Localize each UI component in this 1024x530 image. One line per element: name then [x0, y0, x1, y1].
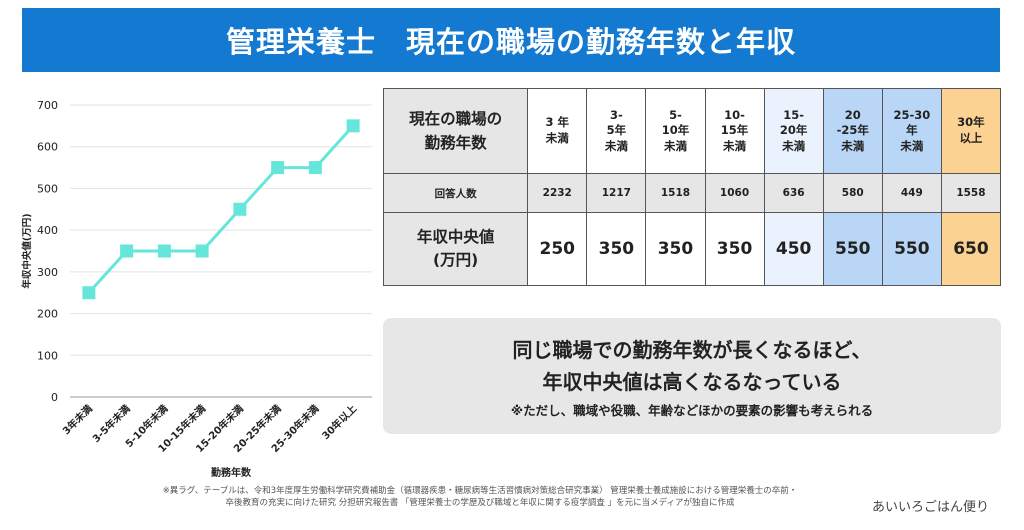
source-note: ※異ラグ、テーブルは、令和3年度厚生労働科学研究費補助金（循環器疾患・糖尿病等生…	[100, 485, 860, 510]
count-cell: 1217	[586, 173, 647, 213]
count-cell: 636	[763, 173, 824, 213]
data-table: 現在の職場の勤務年数 3 年未満 3- 5年 未満 5- 10年 未満 10- 15年 未満…	[382, 88, 1002, 286]
data-point	[82, 286, 96, 300]
count-cell: 1558	[940, 173, 1002, 213]
median-cell: 250	[527, 212, 588, 286]
col-header: 30年 以上	[940, 88, 1002, 174]
data-point	[271, 161, 285, 175]
count-cell: 580	[822, 173, 883, 213]
y-tick-label: 200	[37, 308, 58, 321]
y-tick-label: 700	[37, 99, 58, 112]
x-tick-label: 30年以上	[319, 402, 359, 442]
col-header: 3 年未満	[527, 88, 588, 174]
median-cell: 350	[586, 212, 647, 286]
count-label: 回答人数	[382, 173, 529, 213]
count-cell: 1060	[704, 173, 765, 213]
y-tick-label: 100	[37, 349, 58, 362]
median-cell: 450	[763, 212, 824, 286]
data-point	[120, 244, 134, 258]
y-tick-label: 600	[37, 141, 58, 154]
count-cell: 449	[881, 173, 942, 213]
series-line	[87, 124, 355, 294]
source-line1: ※異ラグ、テーブルは、令和3年度厚生労働科学研究費補助金（循環器疾患・糖尿病等生…	[162, 486, 798, 496]
median-label: 年収中央値 (万円)	[382, 212, 529, 286]
median-cell: 350	[645, 212, 706, 286]
y-tick-label: 0	[51, 391, 58, 404]
x-axis-label: 勤務年数	[211, 466, 252, 479]
data-point	[195, 244, 209, 258]
col-header: 5- 10年 未満	[645, 88, 706, 174]
col-header: 25-30 年未満	[881, 88, 942, 174]
count-cell: 2232	[527, 173, 588, 213]
y-axis-label: 年収中央値(万円)	[21, 213, 33, 288]
title-banner: 管理栄養士 現在の職場の勤務年数と年収	[22, 8, 1000, 72]
page-title: 管理栄養士 現在の職場の勤務年数と年収	[225, 25, 796, 59]
table-header-row: 現在の職場の勤務年数 3 年未満 3- 5年 未満 5- 10年 未満 10- 15年 未満…	[382, 88, 1002, 174]
y-tick-label: 500	[37, 182, 58, 195]
col-header: 3- 5年 未満	[586, 88, 647, 174]
y-tick-label: 300	[37, 266, 58, 279]
median-cell: 550	[822, 212, 883, 286]
note-sub: ※ただし、職域や役職、年齢などほかの要素の影響も考えられる	[510, 402, 874, 418]
col-header: 15- 20年 未満	[763, 88, 824, 174]
source-line2: 卒後教育の充実に向けた研究 分担研究報告書 「管理栄養士の学歴及び職域と年収に関…	[225, 498, 735, 509]
row-header-label: 現在の職場の勤務年数	[382, 88, 529, 174]
data-point	[233, 202, 247, 216]
summary-note: 同じ職場での勤務年数が長くなるほど、 年収中央値は高くなるなっている ※ただし、…	[383, 318, 1001, 434]
col-header: 10- 15年 未満	[704, 88, 765, 174]
data-point	[157, 244, 171, 258]
x-tick-label: 3年未満	[60, 402, 95, 437]
median-cell: 650	[940, 212, 1002, 286]
note-line2: 年収中央値は高くなるなっている	[542, 369, 842, 394]
col-header: 20 -25年 未満	[822, 88, 883, 174]
table-count-row: 回答人数 2232 1217 1518 1060 636 580 449 155…	[382, 173, 1002, 213]
data-point	[346, 119, 360, 133]
brand-logo: あいいろごはん便り	[872, 500, 990, 515]
table-median-row: 年収中央値 (万円) 250 350 350 350 450 550 550 65…	[382, 212, 1002, 286]
median-cell: 550	[881, 212, 942, 286]
count-cell: 1518	[645, 173, 706, 213]
data-point	[308, 161, 322, 175]
line-chart: 0100200300400500600700年収中央値(万円)3年未満3-5年未…	[21, 99, 372, 479]
note-line1: 同じ職場での勤務年数が長くなるほど、	[512, 337, 872, 362]
y-tick-label: 400	[37, 224, 58, 237]
median-cell: 350	[704, 212, 765, 286]
